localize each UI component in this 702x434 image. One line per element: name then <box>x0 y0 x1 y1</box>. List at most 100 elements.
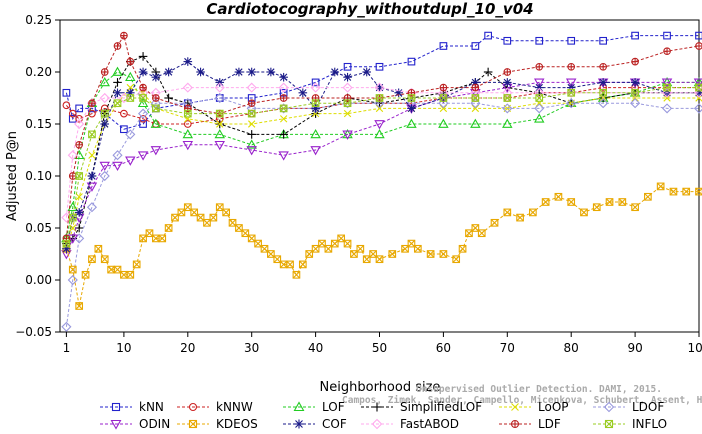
data-point <box>503 78 512 87</box>
data-point <box>99 76 110 87</box>
x-tick-label: 80 <box>564 341 579 355</box>
data-point <box>598 98 609 109</box>
data-point <box>75 104 84 113</box>
data-point <box>100 109 109 118</box>
data-point <box>439 83 448 92</box>
data-point <box>599 36 607 45</box>
x-tick-label: 20 <box>180 341 195 355</box>
data-point <box>126 270 135 279</box>
data-point <box>661 103 673 114</box>
data-point <box>246 139 257 149</box>
data-point <box>279 115 288 123</box>
series-line <box>65 97 699 327</box>
data-point <box>292 270 301 279</box>
data-point <box>663 83 671 92</box>
data-point <box>605 198 614 206</box>
data-point <box>471 104 480 113</box>
data-point <box>305 250 314 258</box>
data-point <box>630 98 641 109</box>
data-point <box>330 67 340 77</box>
y-tick-label: 0.25 <box>25 13 52 27</box>
data-point <box>132 260 141 269</box>
data-point <box>293 401 305 412</box>
data-point <box>215 78 225 87</box>
data-point <box>150 98 161 109</box>
y-tick-label: 0.20 <box>25 65 52 79</box>
data-point <box>266 67 276 77</box>
data-point <box>318 239 326 248</box>
data-point <box>235 224 243 232</box>
data-point <box>375 255 384 264</box>
data-point <box>503 94 512 102</box>
y-axis-label: Adjusted P@n <box>5 131 20 221</box>
data-point <box>113 265 122 274</box>
data-point <box>439 250 448 258</box>
y-tick-label: 0.10 <box>25 169 52 183</box>
data-point <box>298 88 308 98</box>
data-point <box>120 109 128 118</box>
data-point <box>222 208 230 217</box>
legend-item-loop: LoOP <box>499 400 569 414</box>
data-point <box>618 198 627 206</box>
data-point <box>241 229 250 238</box>
chart-title: Cardiotocography_withoutdupl_10_v04 <box>206 0 533 18</box>
data-point <box>62 88 71 97</box>
series-line <box>65 81 699 255</box>
x-tick-label: 1 <box>63 341 71 355</box>
data-point <box>375 94 384 102</box>
data-point <box>350 250 358 258</box>
data-point <box>502 103 513 114</box>
data-point <box>164 93 173 103</box>
data-point <box>247 99 256 108</box>
data-point <box>534 87 545 98</box>
legend-label: LOF <box>322 400 345 414</box>
data-point <box>228 218 237 227</box>
data-point <box>372 402 382 412</box>
data-point <box>74 118 85 130</box>
legend-item-fastabod: FastABOD <box>361 417 459 431</box>
series-line <box>65 61 699 249</box>
data-point <box>580 208 588 217</box>
data-point <box>407 94 416 102</box>
data-point <box>139 83 147 92</box>
data-point <box>656 182 665 191</box>
data-point <box>371 418 383 430</box>
data-point <box>99 92 110 104</box>
legend-item-simplifiedlof: SimplifiedLOF <box>361 400 482 414</box>
data-point <box>75 140 84 149</box>
data-point <box>566 98 577 109</box>
data-point <box>68 109 77 118</box>
data-point <box>535 62 544 71</box>
data-point <box>471 83 480 92</box>
data-point <box>125 156 136 166</box>
data-point <box>150 118 162 128</box>
data-point <box>534 113 545 123</box>
data-point <box>407 239 416 248</box>
data-point <box>86 182 98 192</box>
legend-label: LDF <box>538 417 561 431</box>
data-point <box>113 78 122 87</box>
data-point <box>567 88 576 97</box>
data-point <box>68 213 77 222</box>
watermark-line-1: Unsupervised Outlier Detection. DAMI, 20… <box>416 384 662 395</box>
data-point <box>113 42 122 50</box>
data-point <box>695 187 702 196</box>
data-point <box>565 78 577 88</box>
data-point <box>599 88 607 97</box>
data-point <box>215 203 224 212</box>
data-point <box>152 104 160 113</box>
data-point <box>286 260 294 269</box>
data-point <box>209 213 218 222</box>
x-tick-label: 50 <box>372 341 387 355</box>
data-point <box>362 67 372 77</box>
data-point <box>311 78 320 87</box>
legend-label: kNNW <box>216 400 253 414</box>
data-point <box>535 94 544 102</box>
data-point <box>112 150 123 161</box>
legend-label: kNN <box>139 400 164 414</box>
data-point <box>183 109 192 118</box>
data-point <box>278 151 289 161</box>
data-point <box>182 128 194 139</box>
data-point <box>68 265 77 274</box>
